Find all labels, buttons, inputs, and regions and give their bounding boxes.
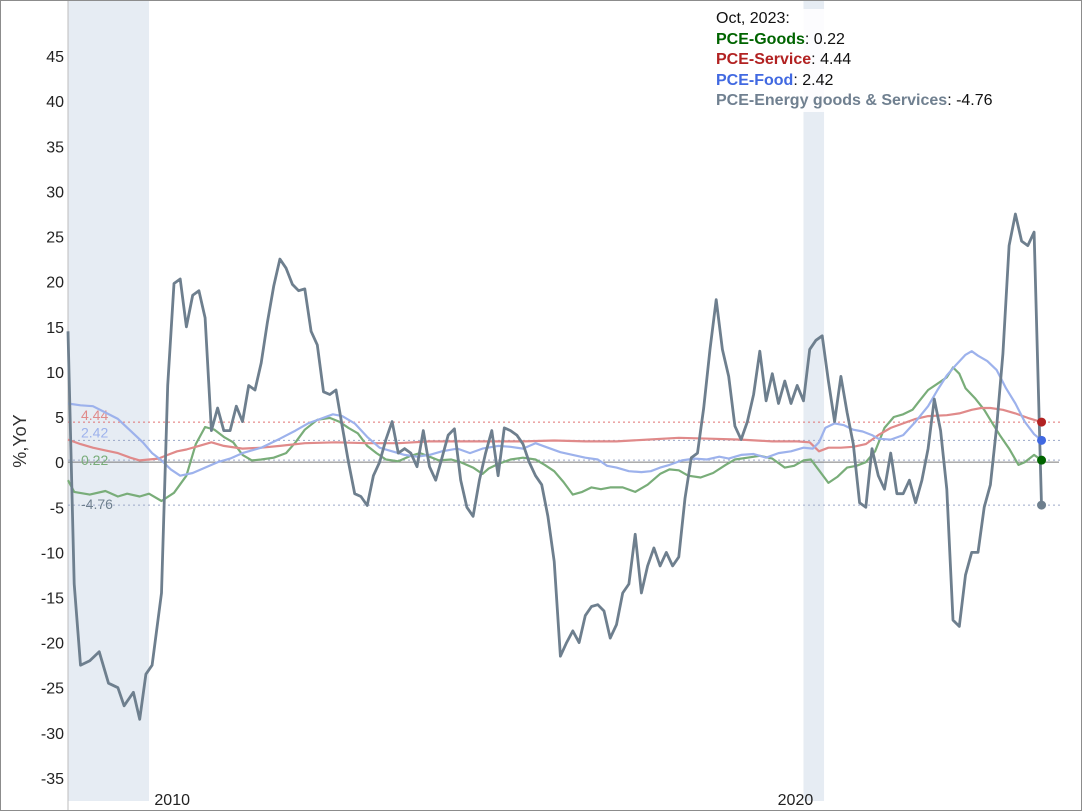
legend-food-name: PCE-Food xyxy=(716,71,794,89)
shaded-period-1 xyxy=(803,1,825,801)
legend-goods-name: PCE-Goods xyxy=(716,30,805,48)
y-tick-label: 20 xyxy=(46,275,64,292)
legend-service-value: 4.44 xyxy=(820,51,852,68)
reference-lines: 4.442.42 0.22 -4.76 xyxy=(68,407,1063,512)
y-tick-label: 35 xyxy=(46,139,64,156)
y-tick-label: 45 xyxy=(46,49,64,66)
y-tick-label: -20 xyxy=(41,636,64,653)
latest-value-label: 0.22 xyxy=(81,452,108,468)
y-tick-label: 25 xyxy=(46,230,64,247)
series-line-pce-goods xyxy=(67,366,1043,503)
y-axis-label: %,YoY xyxy=(10,414,30,467)
legend-food-value: 2.42 xyxy=(802,71,834,89)
legend-service-name: PCE-Service xyxy=(716,51,812,68)
legend-energy-name: PCE-Energy goods & Services xyxy=(716,92,948,109)
y-tick-label: 10 xyxy=(46,365,64,382)
shaded-period-0 xyxy=(68,1,150,801)
latest-value-label: 4.44 xyxy=(81,407,108,423)
axes: -35 -30 -25 -20 -15 -10 -5 0 5 10 15 20 25 30 35 40 45 20… xyxy=(41,1,813,810)
y-tick-label: 40 xyxy=(46,94,64,111)
y-tick-label: -30 xyxy=(41,726,64,743)
y-tick-label: 30 xyxy=(46,184,64,201)
legend-item-food: PCE-Food: 2.42 xyxy=(716,71,834,89)
y-tick-label: -5 xyxy=(50,500,64,517)
end-markers xyxy=(1037,417,1047,510)
end-marker xyxy=(1037,417,1047,427)
series-line-pce-service xyxy=(67,406,1042,462)
x-tick-label: 2010 xyxy=(154,792,190,809)
latest-value-label: 2.42 xyxy=(81,424,108,440)
y-tick-label: -25 xyxy=(41,681,64,698)
x-tick-label: 2020 xyxy=(778,792,814,809)
y-tick-label: 15 xyxy=(46,320,64,337)
end-marker xyxy=(1037,500,1047,510)
legend-energy-value: -4.76 xyxy=(956,92,993,109)
legend-item-service: PCE-Service: 4.44 xyxy=(716,51,852,68)
legend-item-energy: PCE-Energy goods & Services: -4.76 xyxy=(716,92,993,109)
y-tick-label: -10 xyxy=(41,545,64,562)
legend: Oct, 2023: PCE-Goods: 0.22 PCE-Service: … xyxy=(716,9,993,112)
y-tick-label: -35 xyxy=(41,771,64,788)
y-tick-label: 0 xyxy=(55,455,64,472)
series-lines xyxy=(66,212,1043,721)
end-marker xyxy=(1037,455,1047,465)
legend-goods-value: 0.22 xyxy=(813,30,845,48)
y-tick-label: -15 xyxy=(41,591,64,608)
recession-shading xyxy=(68,1,825,801)
end-marker xyxy=(1037,435,1047,445)
latest-value-label: -4.76 xyxy=(81,496,113,512)
legend-title: Oct, 2023: xyxy=(716,10,790,27)
y-tick-label: 5 xyxy=(55,410,64,427)
series-line-pce-energy-goods-services xyxy=(66,212,1043,721)
series-line-pce-food xyxy=(67,350,1043,477)
legend-item-goods: PCE-Goods: 0.22 xyxy=(716,30,845,48)
